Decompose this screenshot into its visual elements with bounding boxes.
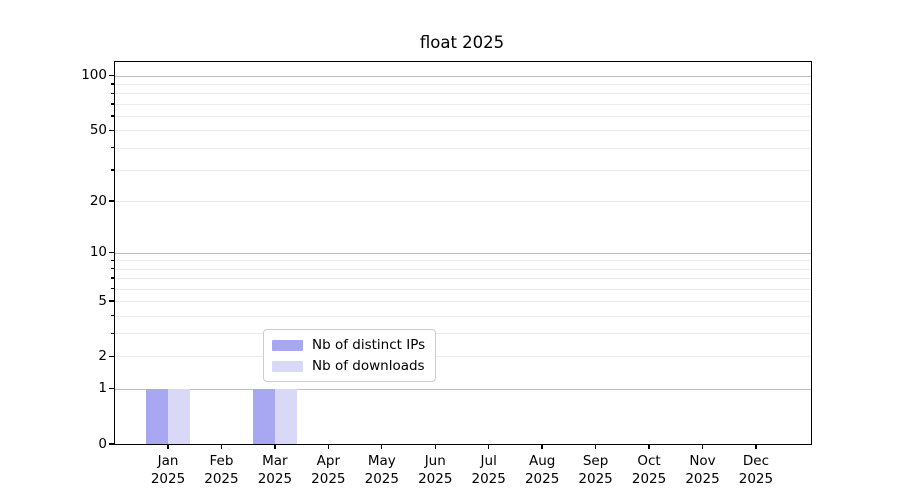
- x-tick-label: Jan 2025: [150, 453, 186, 487]
- x-tick-label: Nov 2025: [685, 453, 720, 487]
- gridline-minor: [115, 333, 811, 335]
- y-tick-label: 20: [89, 192, 107, 209]
- x-tick-label: Apr 2025: [311, 453, 346, 487]
- y-axis-tick-minor: [110, 92, 114, 95]
- y-axis-tick: [108, 300, 114, 302]
- chart-title: float 2025: [419, 33, 505, 52]
- y-axis-tick: [108, 200, 114, 202]
- y-axis-tick: [108, 387, 114, 390]
- y-axis-tick: [108, 251, 114, 254]
- x-axis-tick: [220, 444, 223, 449]
- gridline-minor: [115, 268, 811, 270]
- gridline-minor: [115, 356, 811, 358]
- bar-downloads: [274, 388, 297, 444]
- y-axis-tick-minor: [110, 267, 114, 270]
- y-axis-tick-minor: [110, 277, 114, 279]
- x-tick-label: Feb 2025: [204, 453, 239, 487]
- plot-area: 0 1 2 5 10 20 50 100 Jan 2025 Feb 2025 Mar 2025 Apr 202…: [81, 61, 812, 487]
- x-tick-label: Mar 2025: [257, 453, 293, 487]
- legend-item: Nb of distinct IPs: [272, 337, 425, 353]
- x-axis-tick: [381, 444, 383, 449]
- gridline-major: [115, 252, 811, 254]
- gridline-minor: [115, 169, 811, 171]
- y-axis-tick: [108, 75, 114, 77]
- y-axis-tick-minor: [110, 146, 114, 149]
- y-axis-tick-minor: [110, 259, 114, 261]
- x-tick-label: May 2025: [364, 453, 399, 487]
- x-axis-tick: [755, 444, 757, 449]
- x-tick-label: Sep 2025: [578, 453, 613, 487]
- legend-swatch: [272, 360, 303, 372]
- x-tick-label: Jun 2025: [418, 453, 453, 487]
- legend-label: Nb of distinct IPs: [312, 337, 426, 353]
- bar-distinct-ips: [146, 388, 168, 444]
- y-tick-label: 0: [98, 435, 107, 452]
- gridline-major: [115, 388, 811, 390]
- x-tick-label: Dec 2025: [738, 453, 774, 487]
- y-axis-tick-minor: [110, 314, 114, 317]
- y-tick-label: 5: [98, 292, 107, 309]
- y-axis-tick: [108, 129, 114, 131]
- y-axis-tick: [108, 355, 114, 358]
- y-tick-label: 2: [98, 347, 107, 364]
- x-tick-label: Jul 2025: [471, 453, 506, 487]
- x-axis-tick: [167, 444, 169, 449]
- gridline-major: [115, 75, 811, 77]
- x-tick-label: Aug 2025: [524, 453, 560, 487]
- gridline-minor: [115, 93, 811, 95]
- x-axis-tick: [701, 444, 704, 449]
- gridline-minor: [115, 301, 811, 303]
- x-axis-tick: [327, 444, 330, 449]
- y-axis-tick: [108, 443, 114, 445]
- legend-item: Nb of downloads: [272, 358, 425, 374]
- x-axis-tick: [541, 444, 543, 449]
- gridline-minor: [115, 84, 811, 86]
- y-axis-tick-minor: [110, 103, 114, 105]
- y-tick-label: 1: [98, 380, 107, 397]
- x-tick-label: Oct 2025: [631, 453, 667, 487]
- gridline-minor: [115, 201, 811, 203]
- bar-distinct-ips: [252, 388, 275, 444]
- y-axis-tick-minor: [110, 169, 114, 171]
- y-tick-label: 10: [89, 244, 107, 261]
- x-axis-tick: [648, 444, 650, 449]
- gridline-minor: [115, 315, 811, 317]
- gridline-minor: [115, 130, 811, 132]
- x-axis-tick: [434, 444, 436, 449]
- x-axis-tick: [594, 444, 597, 449]
- legend-swatch: [272, 339, 303, 351]
- x-axis-tick: [488, 444, 490, 449]
- y-axis-tick-minor: [110, 288, 114, 290]
- gridline-minor: [115, 288, 811, 290]
- legend: Nb of distinct IPs Nb of downloads: [263, 329, 437, 382]
- y-axis-tick-minor: [110, 115, 114, 117]
- x-axis-tick: [274, 444, 276, 449]
- bar-downloads: [168, 388, 190, 444]
- y-axis-tick-minor: [110, 83, 114, 85]
- y-tick-label: 100: [81, 67, 107, 84]
- legend-label: Nb of downloads: [312, 358, 425, 374]
- gridline-minor: [115, 278, 811, 280]
- gridline-minor: [115, 260, 811, 262]
- y-tick-label: 50: [89, 121, 107, 138]
- gridline-minor: [115, 147, 811, 149]
- gridline-minor: [115, 115, 811, 117]
- y-axis-tick-minor: [110, 332, 114, 335]
- gridline-minor: [115, 103, 811, 105]
